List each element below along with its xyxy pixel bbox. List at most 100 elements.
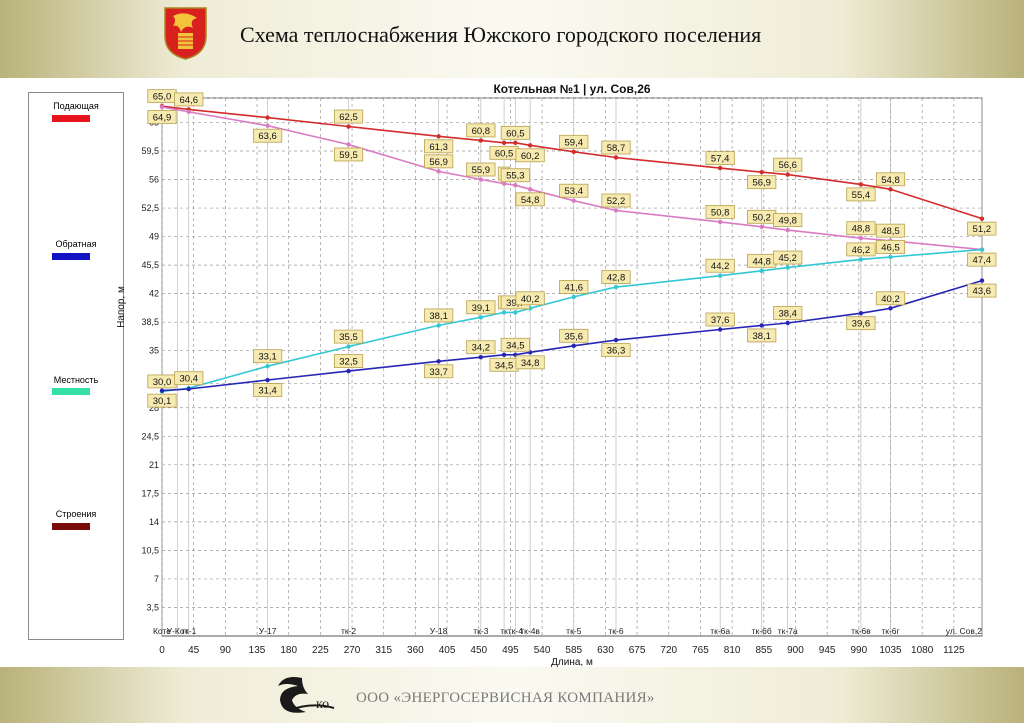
x-axis-label: Длина, м bbox=[551, 657, 593, 668]
pink-value-label: 48,5 bbox=[881, 226, 900, 237]
return-value-label: 37,6 bbox=[711, 315, 730, 326]
y-tick-label: 59,5 bbox=[141, 146, 159, 156]
y-tick-label: 7 bbox=[154, 574, 159, 584]
y-tick-label: 14 bbox=[149, 517, 159, 527]
supply-point bbox=[527, 143, 533, 148]
pink-value-box bbox=[773, 213, 803, 227]
y-axis-label: Напор, м bbox=[116, 286, 127, 328]
terrain-value-label: 44,8 bbox=[752, 256, 771, 267]
pink-point bbox=[785, 227, 790, 233]
x-tick-label: 135 bbox=[249, 645, 266, 656]
return-value-box bbox=[466, 340, 496, 355]
return-value-label: 36,3 bbox=[607, 346, 626, 357]
pink-point bbox=[858, 236, 864, 241]
supply-point bbox=[571, 149, 576, 154]
y-tick-label: 42 bbox=[149, 289, 159, 299]
node-label: У-18 bbox=[430, 626, 448, 636]
terrain-value-box bbox=[559, 279, 589, 294]
node-label: тк-7а bbox=[778, 626, 798, 636]
pink-point bbox=[571, 198, 576, 203]
x-tick-label: 180 bbox=[280, 645, 297, 656]
terrain-value-label: 33,1 bbox=[258, 352, 277, 363]
terrain-point bbox=[979, 247, 985, 252]
supply-value-label: 65,0 bbox=[153, 92, 172, 103]
x-tick-label: 45 bbox=[188, 645, 200, 656]
return-value-label: 34,5 bbox=[495, 360, 514, 371]
legend-label-supply: Подающая bbox=[53, 101, 99, 111]
terrain-point bbox=[478, 315, 484, 320]
legend-swatch-supply bbox=[52, 115, 90, 122]
x-tick-label: 1125 bbox=[943, 645, 965, 656]
return-value-box bbox=[424, 364, 454, 379]
supply-value-box bbox=[333, 109, 364, 124]
x-tick-label: 720 bbox=[660, 645, 677, 656]
pink-point bbox=[436, 169, 441, 174]
supply-point bbox=[436, 134, 441, 139]
y-tick-label: 17,5 bbox=[141, 488, 159, 498]
supply-value-label: 62,5 bbox=[339, 112, 358, 123]
y-tick-label: 35 bbox=[149, 346, 159, 356]
x-tick-label: 495 bbox=[502, 645, 519, 656]
return-value-label: 34,2 bbox=[472, 343, 491, 354]
y-tick-label: 10,5 bbox=[141, 545, 159, 555]
supply-value-box bbox=[174, 92, 204, 107]
coat-of-arms-icon bbox=[164, 7, 207, 60]
terrain-value-box bbox=[773, 250, 803, 265]
pink-value-label: 47,4 bbox=[973, 255, 992, 266]
terrain-point bbox=[717, 273, 723, 278]
pink-value-box bbox=[705, 205, 735, 219]
x-tick-label: 270 bbox=[344, 645, 361, 656]
supply-value-label: 58,7 bbox=[607, 143, 626, 154]
return-point bbox=[501, 352, 507, 357]
return-value-box bbox=[252, 383, 283, 397]
footer-band bbox=[0, 667, 1024, 723]
y-tick-label: 56 bbox=[149, 175, 159, 185]
x-tick-label: 585 bbox=[565, 645, 582, 656]
terrain-value-box bbox=[846, 242, 876, 257]
supply-value-label: 60,2 bbox=[521, 151, 540, 162]
x-tick-label: 315 bbox=[375, 645, 392, 656]
terrain-value-box bbox=[601, 270, 631, 285]
legend-swatch-return bbox=[52, 253, 90, 260]
terrain-value-label: 45,2 bbox=[778, 253, 797, 264]
legend-panel: Подающая Обратная Местность Строения bbox=[28, 92, 124, 640]
return-point bbox=[436, 359, 441, 364]
return-value-box bbox=[500, 337, 530, 352]
node-label: тк-4 bbox=[508, 626, 523, 636]
supply-value-box bbox=[773, 157, 803, 172]
page-title: Схема теплоснабжения Южского городского … bbox=[240, 22, 762, 47]
supply-point bbox=[513, 140, 518, 146]
pink-value-label: 52,2 bbox=[607, 196, 626, 207]
terrain-value-label: 41,6 bbox=[565, 282, 584, 293]
x-tick-label: 0 bbox=[159, 645, 165, 656]
return-value-box bbox=[846, 316, 876, 331]
x-tick-label: 945 bbox=[819, 645, 836, 656]
supply-value-label: 64,6 bbox=[179, 95, 198, 106]
terrain-value-box bbox=[424, 308, 454, 323]
supply-point bbox=[717, 165, 723, 171]
node-label: тк-6б bbox=[752, 626, 772, 636]
pink-value-label: 56,9 bbox=[429, 157, 448, 168]
company-name: ООО «ЭНЕРГОСЕРВИСНАЯ КОМПАНИЯ» bbox=[356, 690, 655, 706]
pink-point bbox=[513, 183, 518, 188]
return-value-box bbox=[875, 291, 906, 306]
y-tick-label: 21 bbox=[149, 460, 159, 470]
y-tick-label: 52,5 bbox=[141, 203, 159, 213]
return-value-label: 30,1 bbox=[153, 396, 172, 407]
return-value-box bbox=[747, 328, 777, 343]
supply-value-label: 51,2 bbox=[973, 224, 992, 235]
pink-value-box bbox=[424, 154, 454, 169]
node-label: тк-6г bbox=[881, 626, 899, 636]
legend-label-return: Обратная bbox=[55, 239, 97, 249]
supply-point bbox=[265, 115, 270, 120]
node-label: тк-1 bbox=[181, 626, 196, 636]
return-point bbox=[888, 306, 893, 311]
supply-point bbox=[346, 124, 351, 129]
pink-value-label: 49,8 bbox=[778, 216, 797, 227]
company-logo-icon: ко bbox=[278, 677, 335, 713]
return-point bbox=[717, 327, 723, 332]
return-value-box bbox=[333, 354, 364, 368]
supply-value-label: 60,8 bbox=[472, 126, 491, 137]
terrain-point bbox=[571, 294, 576, 300]
x-tick-label: 1035 bbox=[879, 645, 902, 656]
